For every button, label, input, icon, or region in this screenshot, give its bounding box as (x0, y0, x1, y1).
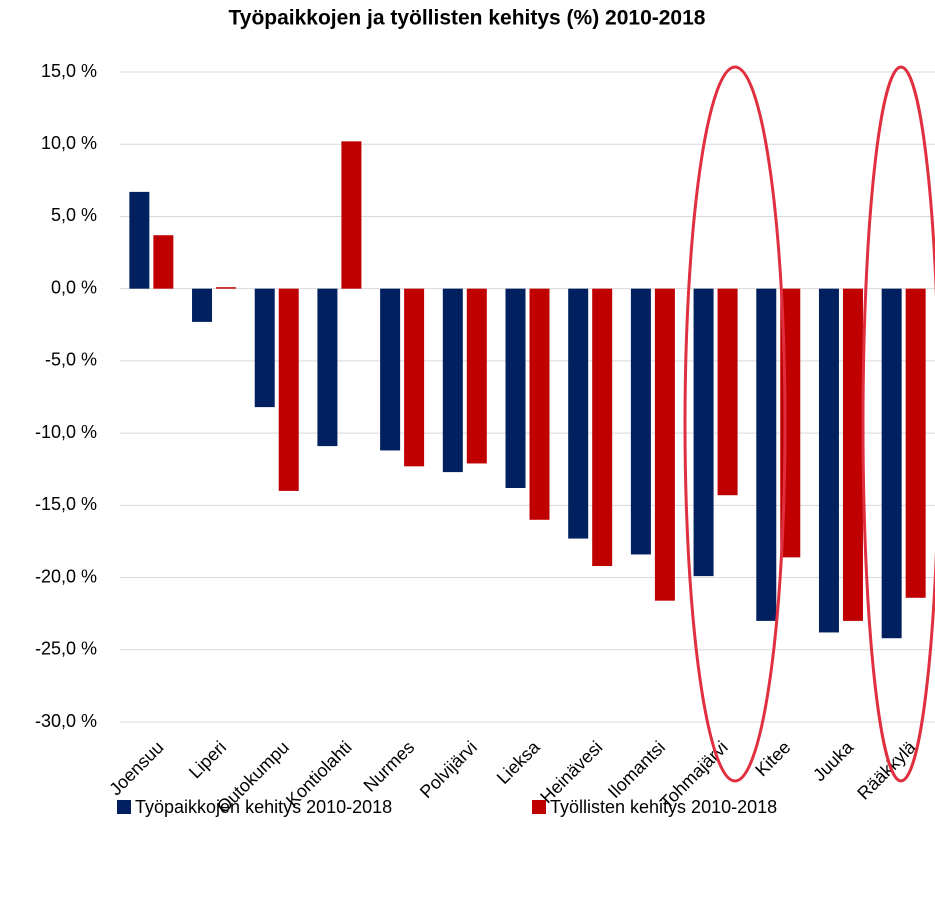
y-tick-label: -10,0 % (35, 422, 97, 442)
bar (654, 288, 675, 601)
x-tick-label: Joensuu (105, 737, 167, 799)
bar (216, 287, 237, 289)
y-tick-label: -20,0 % (35, 566, 97, 586)
bar (881, 288, 902, 639)
bar (505, 288, 526, 488)
bar (592, 288, 613, 566)
bar (254, 288, 275, 408)
y-tick-label: 10,0 % (41, 133, 97, 153)
x-tick-label: Liperi (185, 737, 230, 782)
x-tick-label: Lieksa (493, 736, 545, 788)
bar (380, 288, 401, 451)
highlight-ellipse (683, 65, 787, 783)
y-tick-label: 5,0 % (51, 205, 97, 225)
bar (466, 288, 487, 464)
legend-label: Työllisten kehitys 2010-2018 (550, 797, 777, 817)
x-tick-label: Ilomantsi (604, 737, 669, 802)
x-tick-label: Polvijärvi (416, 737, 481, 802)
x-tick-label: Juuka (809, 736, 858, 785)
legend-label: Työpaikkojen kehitys 2010-2018 (135, 797, 392, 817)
bar (442, 288, 463, 473)
bar (341, 141, 362, 289)
y-tick-label: -25,0 % (35, 639, 97, 659)
legend-swatch (532, 800, 546, 814)
bar (756, 288, 777, 621)
y-tick-label: -5,0 % (45, 350, 97, 370)
bar (568, 288, 589, 539)
legend-swatch (117, 800, 131, 814)
bar (317, 288, 338, 447)
bar (192, 288, 213, 322)
y-tick-label: 15,0 % (41, 61, 97, 81)
bar (842, 288, 863, 621)
bar (630, 288, 651, 555)
bar (905, 288, 926, 598)
y-tick-label: -30,0 % (35, 711, 97, 731)
y-tick-label: 0,0 % (51, 277, 97, 297)
y-tick-label: -15,0 % (35, 494, 97, 514)
bar (404, 288, 425, 467)
bar (129, 191, 150, 289)
x-tick-label: Nurmes (360, 737, 419, 796)
bar (818, 288, 839, 633)
bar (153, 235, 174, 289)
bar (278, 288, 299, 491)
bar (693, 288, 714, 577)
plot-area: 15,0 % 10,0 % 5,0 % 0,0 % -5,0 % -10,0 % -15,0… (35, 61, 935, 817)
bar (717, 288, 738, 496)
bar (529, 288, 550, 520)
highlight-ellipse (861, 65, 935, 783)
chart-title: Työpaikkojen ja työllisten kehitys (%) 2… (229, 7, 706, 30)
